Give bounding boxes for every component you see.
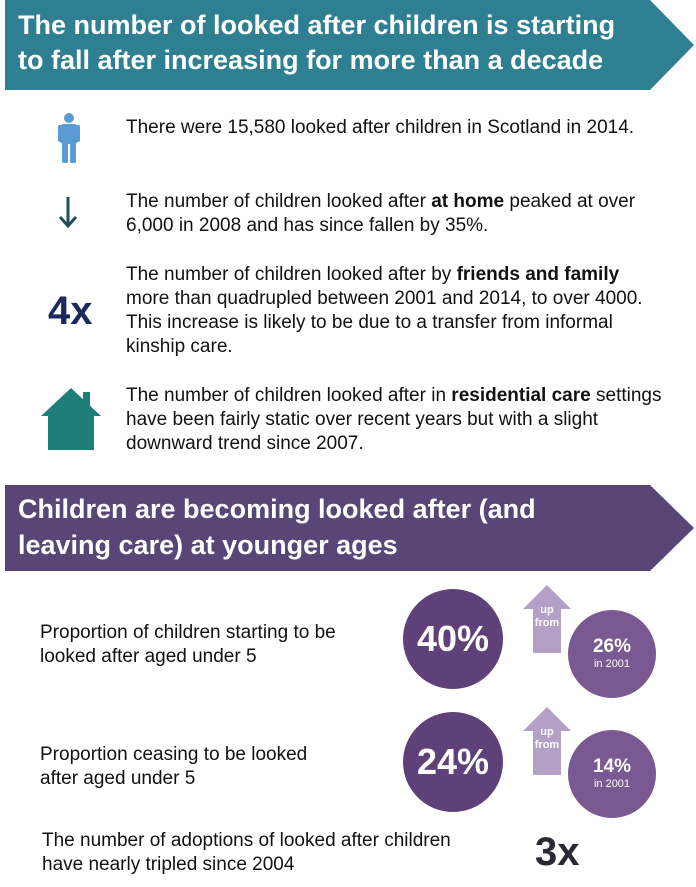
stat-ceasing-label-line-2: after aged under 5 xyxy=(40,768,196,789)
up-label: up xyxy=(540,604,554,616)
house-icon xyxy=(41,388,101,450)
stat-starting-previous: 26% in 2001 xyxy=(568,610,656,698)
stat-starting-label-line-2: looked after aged under 5 xyxy=(40,646,257,667)
stat-ceasing-value: 24% xyxy=(403,712,503,812)
item-friends-family-pre: The number of children looked after by xyxy=(126,264,457,285)
item-friends-family: The number of children looked after by f… xyxy=(126,263,666,359)
up-arrow-icon xyxy=(523,585,571,653)
banner-title-line-1: The number of looked after children is s… xyxy=(18,10,616,40)
down-arrow-icon xyxy=(58,197,78,229)
from-label: from xyxy=(534,617,560,629)
item-at-home-pre: The number of children looked after xyxy=(126,191,432,212)
item-at-home-post: peaked at over 6,000 in 2008 and has sin… xyxy=(126,191,636,236)
previous-year: in 2001 xyxy=(593,778,631,790)
stat-ceasing-previous: 14% in 2001 xyxy=(568,730,656,818)
item-total-looked-after: There were 15,580 looked after children … xyxy=(126,117,635,138)
person-icon xyxy=(58,113,80,163)
up-arrow-icon xyxy=(523,707,571,775)
stat-ceasing-label: Proportion ceasing to be looked after ag… xyxy=(40,743,400,791)
stat-starting-label-line-1: Proportion of children starting to be xyxy=(40,622,336,643)
stat-starting-label: Proportion of children starting to be lo… xyxy=(40,621,400,669)
adoptions-text: The number of adoptions of looked after … xyxy=(42,829,522,877)
from-label: from xyxy=(534,739,560,751)
banner-younger-ages: Children are becoming looked after (and … xyxy=(0,485,696,571)
banner-title: The number of looked after children is s… xyxy=(18,8,658,78)
item-residential-care-post: settings have been fairly static over re… xyxy=(126,385,662,454)
up-label: up xyxy=(540,726,554,738)
item-residential-care-bold: residential care xyxy=(451,385,591,406)
adoptions-line-1: The number of adoptions of looked after … xyxy=(42,830,451,851)
item-at-home: The number of children looked after at h… xyxy=(126,190,666,238)
banner-title-line-2: leaving care) at younger ages xyxy=(18,530,398,560)
three-x-label: 3x xyxy=(535,830,580,874)
banner-shape xyxy=(5,485,694,571)
up-from-label: up from xyxy=(527,604,567,630)
adoptions-line-2: have nearly tripled since 2004 xyxy=(42,854,295,875)
item-residential-care-pre: The number of children looked after in xyxy=(126,385,452,406)
banner-title-line-2: to fall after increasing for more than a… xyxy=(18,45,604,75)
four-x-label: 4x xyxy=(48,289,93,333)
previous-value: 26% xyxy=(592,636,632,657)
banner-shape xyxy=(5,0,694,90)
item-residential-care: The number of children looked after in r… xyxy=(126,384,666,456)
item-at-home-bold: at home xyxy=(431,191,505,212)
up-from-label: up from xyxy=(527,726,567,752)
previous-value: 14% xyxy=(592,756,632,777)
stat-starting-value: 40% xyxy=(403,589,503,689)
item-friends-family-bold: friends and family xyxy=(456,264,620,285)
previous-year: in 2001 xyxy=(593,658,631,670)
banner-title-line-1: Children are becoming looked after (and xyxy=(18,494,536,524)
banner-title: Children are becoming looked after (and … xyxy=(18,491,658,563)
banner-looked-after-falling: The number of looked after children is s… xyxy=(0,0,696,90)
item-friends-family-post: more than quadrupled between 2001 and 20… xyxy=(126,288,643,357)
stat-ceasing-label-line-1: Proportion ceasing to be looked xyxy=(40,744,308,765)
